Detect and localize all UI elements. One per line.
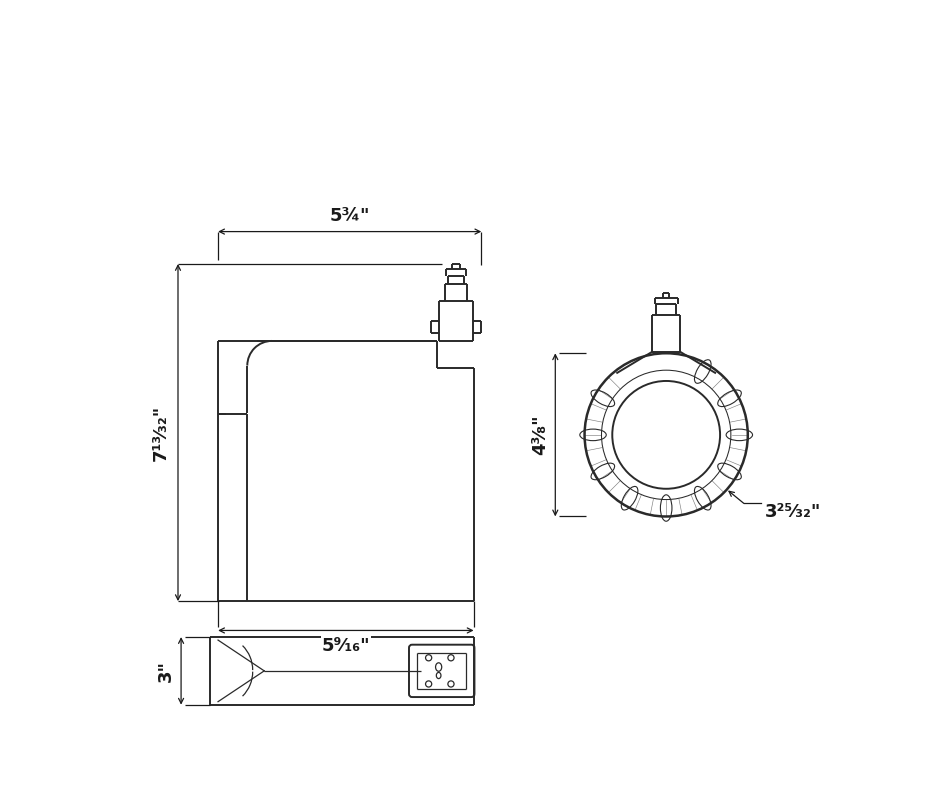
Text: 5⁹⁄₁₆": 5⁹⁄₁₆" [322, 637, 370, 654]
Text: 5¾": 5¾" [329, 207, 370, 225]
Text: 7¹³⁄₃₂": 7¹³⁄₃₂" [152, 404, 170, 461]
Text: 3²⁵⁄₃₂": 3²⁵⁄₃₂" [765, 504, 821, 521]
Text: 4³⁄₈": 4³⁄₈" [531, 415, 549, 455]
Text: 3": 3" [156, 660, 175, 682]
